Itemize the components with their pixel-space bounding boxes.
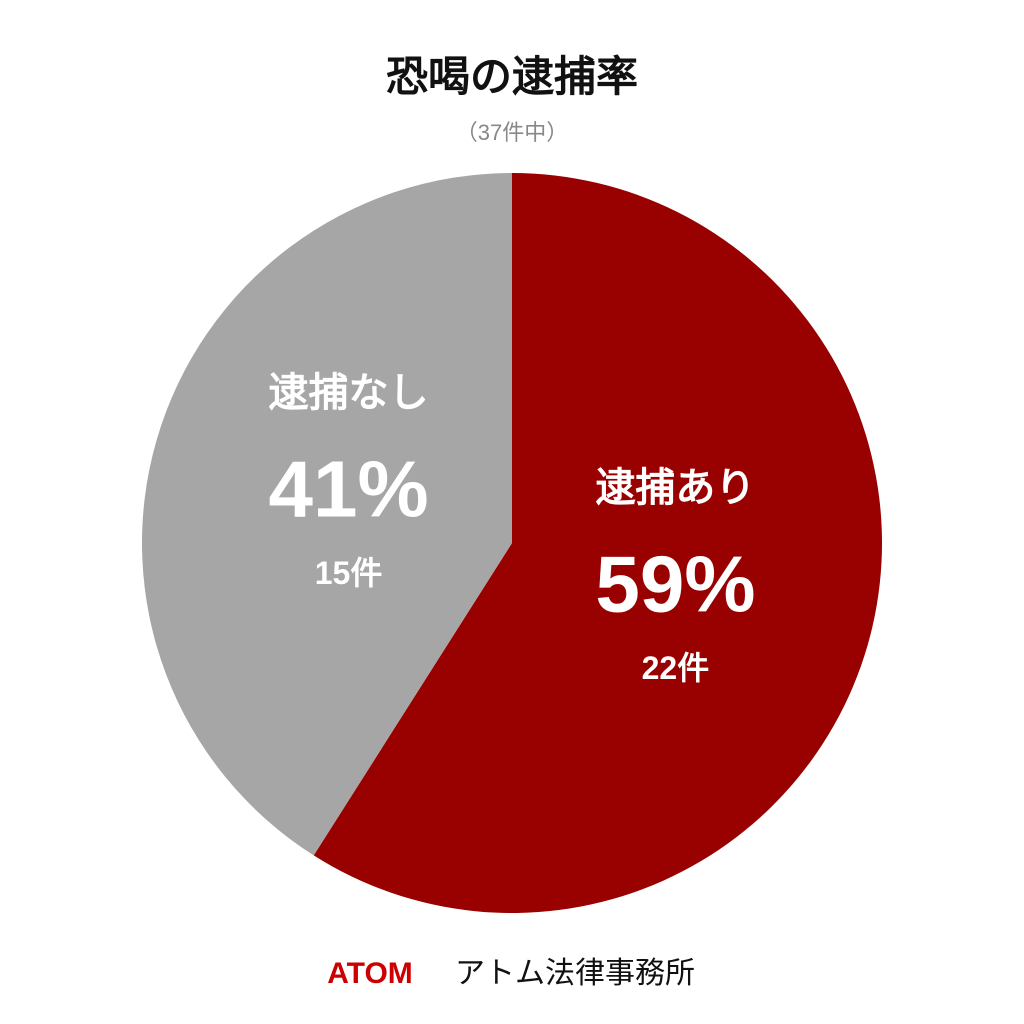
pie-slice [142, 173, 512, 856]
slice-category: 逮捕あり [595, 466, 755, 510]
slice-count-label: 22件 [642, 650, 710, 686]
footer-name: アトム法律事務所 [455, 957, 695, 990]
slice-category: 逮捕なし [269, 371, 429, 415]
chart-subtitle: （37件中） [456, 120, 568, 145]
slice-count-label: 15件 [315, 555, 383, 591]
slice-value-label: 41% [268, 445, 428, 534]
pie-slice [313, 173, 883, 914]
footer-brand: ATOM [327, 957, 413, 990]
chart-title: 恐喝の逮捕率 [386, 53, 638, 100]
slice-value-label: 59% [595, 540, 755, 629]
